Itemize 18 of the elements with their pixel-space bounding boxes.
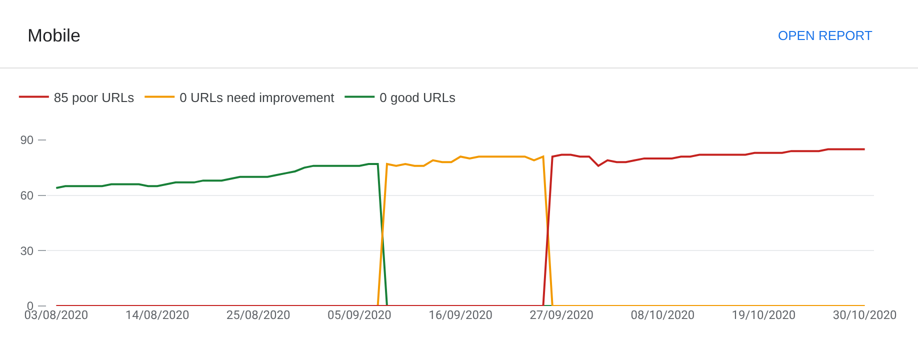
x-tick-label: 30/10/2020 (832, 308, 897, 322)
x-tick-label: 05/09/2020 (327, 308, 392, 322)
x-tick-label: 16/09/2020 (428, 308, 493, 322)
line-series (55, 148, 866, 306)
legend-label: 0 URLs need improvement (180, 90, 335, 105)
legend-label: 0 good URLs (380, 90, 456, 105)
y-tick-label: 60 (20, 188, 34, 203)
chart-title: Mobile (28, 25, 81, 46)
x-tick-label: 25/08/2020 (226, 308, 291, 322)
x-tick-label: 19/10/2020 (732, 308, 796, 322)
x-tick-label: 27/09/2020 (530, 308, 594, 322)
x-tick-label: 08/10/2020 (630, 308, 695, 322)
y-tick-label: 30 (20, 244, 34, 258)
x-tick-label: 14/08/2020 (125, 308, 190, 322)
text: OPEN REPORT (778, 28, 872, 43)
y-tick-label: 90 (20, 133, 34, 148)
line-series (376, 156, 866, 306)
legend-label: 85 poor URLs (54, 90, 135, 105)
